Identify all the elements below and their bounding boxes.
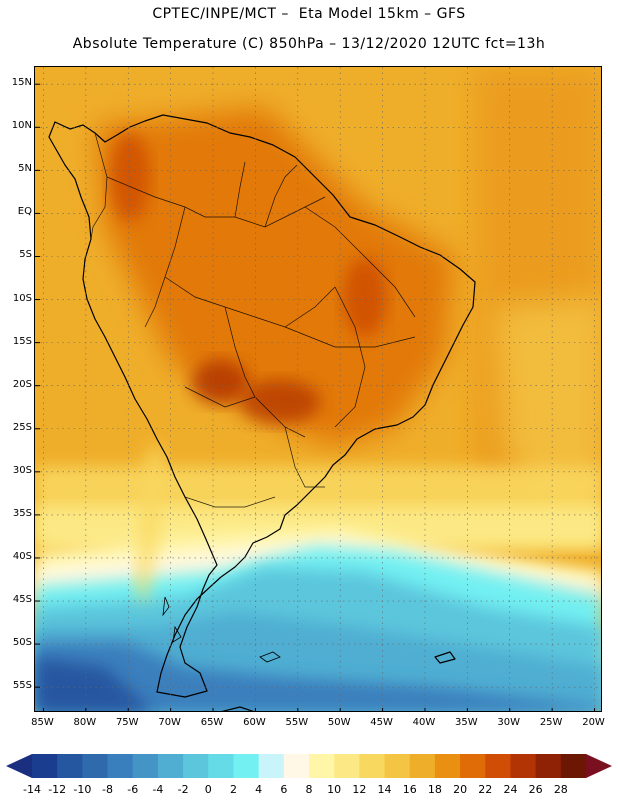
longitude-tick-label: 60W [243,717,266,728]
colorbar-cell [208,754,234,778]
longitude-tick-label: 20W [582,717,605,728]
colorbar-tick-label: -12 [48,783,67,796]
colorbar-cell [132,754,159,778]
temperature-colorbar [6,754,612,778]
colorbar-cell [460,754,486,778]
temperature-field [35,67,601,711]
colorbar-tick-label: -2 [177,783,189,796]
colorbar-cell [510,754,537,778]
colorbar-tick-label: 10 [327,783,342,796]
latitude-tick-label: 40S [12,550,32,562]
colorbar-cell [309,754,335,778]
colorbar-cell [57,754,83,778]
latitude-tick-label: EQ [17,206,32,218]
latitude-tick-label: 15N [11,77,32,89]
latitude-tick-label: 25S [12,421,32,433]
country-borders [90,132,416,508]
colorbar-tick-label: 18 [427,783,442,796]
colorbar-tick-label: -4 [152,783,164,796]
colorbar-cell [258,754,285,778]
colorbar-tick-label: 20 [453,783,468,796]
temperature-map [34,66,602,712]
colorbar-left-arrow [6,754,32,778]
graticule [35,67,601,711]
latitude-tick-label: 20S [12,378,32,390]
longitude-tick-label: 70W [158,717,181,728]
longitude-tick-label: 45W [370,717,393,728]
colorbar-cell [485,754,511,778]
colorbar-tick-label: 6 [280,783,288,796]
colorbar-tick-label: -6 [127,783,139,796]
colorbar-cell [157,754,184,778]
latitude-tick-label: 35S [12,507,32,519]
longitude-tick-label: 75W [115,717,139,728]
longitude-tick-label: 55W [285,717,309,728]
colorbar-cell [334,754,360,778]
colorbar-tick-label: 16 [402,783,417,796]
colorbar-cell [82,754,109,778]
colorbar-tick-label: 14 [377,783,392,796]
map-title: CPTEC/INPE/MCT – Eta Model 15km – GFS [152,6,466,22]
colorbar-cells [32,754,587,778]
colorbar-cell [434,754,461,778]
colorbar-tick-label: -8 [102,783,114,796]
colorbar-cell [409,754,436,778]
map-subtitle: Absolute Temperature (C) 850hPa – 13/12/… [72,36,546,52]
longitude-tick-label: 65W [200,717,224,728]
longitude-tick-label: 25W [539,717,563,728]
latitude-tick-label: 10S [12,292,32,304]
lakes-islands [162,596,281,663]
colorbar-cell [233,754,260,778]
longitude-tick-label: 50W [327,717,351,728]
colorbar-tick-label: 2 [229,783,237,796]
longitude-tick-label: 35W [455,717,478,728]
colorbar-cell [183,754,209,778]
colorbar-cell [107,754,134,778]
colorbar-tick-label: 12 [352,783,367,796]
latitude-tick-label: 5N [18,163,32,175]
colorbar-cell [535,754,562,778]
latitude-tick-label: 10N [11,120,32,132]
latitude-tick-label: 30S [12,464,32,476]
colorbar-tick-label: 22 [478,783,493,796]
colorbar-right-arrow [586,754,612,778]
colorbar-tick-label: -10 [73,783,92,796]
longitude-tick-label: 40W [412,717,436,728]
colorbar-cell [359,754,386,778]
colorbar-tick-label: 24 [503,783,518,796]
longitude-tick-label: 85W [31,717,54,728]
colorbar-tick-label: -14 [23,783,41,796]
colorbar-cell [283,754,310,778]
latitude-tick-label: 50S [12,637,32,649]
colorbar-tick-label: 4 [255,783,263,796]
colorbar-tick-label: 0 [204,783,212,796]
longitude-tick-label: 80W [73,717,97,728]
latitude-tick-label: 5S [19,249,32,261]
colorbar-cell [32,754,58,778]
latitude-tick-label: 55S [12,680,32,692]
colorbar-tick-label: 8 [305,783,313,796]
colorbar-cell [384,754,411,778]
colorbar-tick-label: 28 [553,783,568,796]
latitude-tick-label: 45S [12,594,32,606]
coastline [48,114,476,711]
longitude-tick-label: 30W [497,717,521,728]
latitude-tick-label: 15S [12,335,32,347]
colorbar-cell [560,754,587,778]
colorbar-tick-label: 26 [528,783,543,796]
